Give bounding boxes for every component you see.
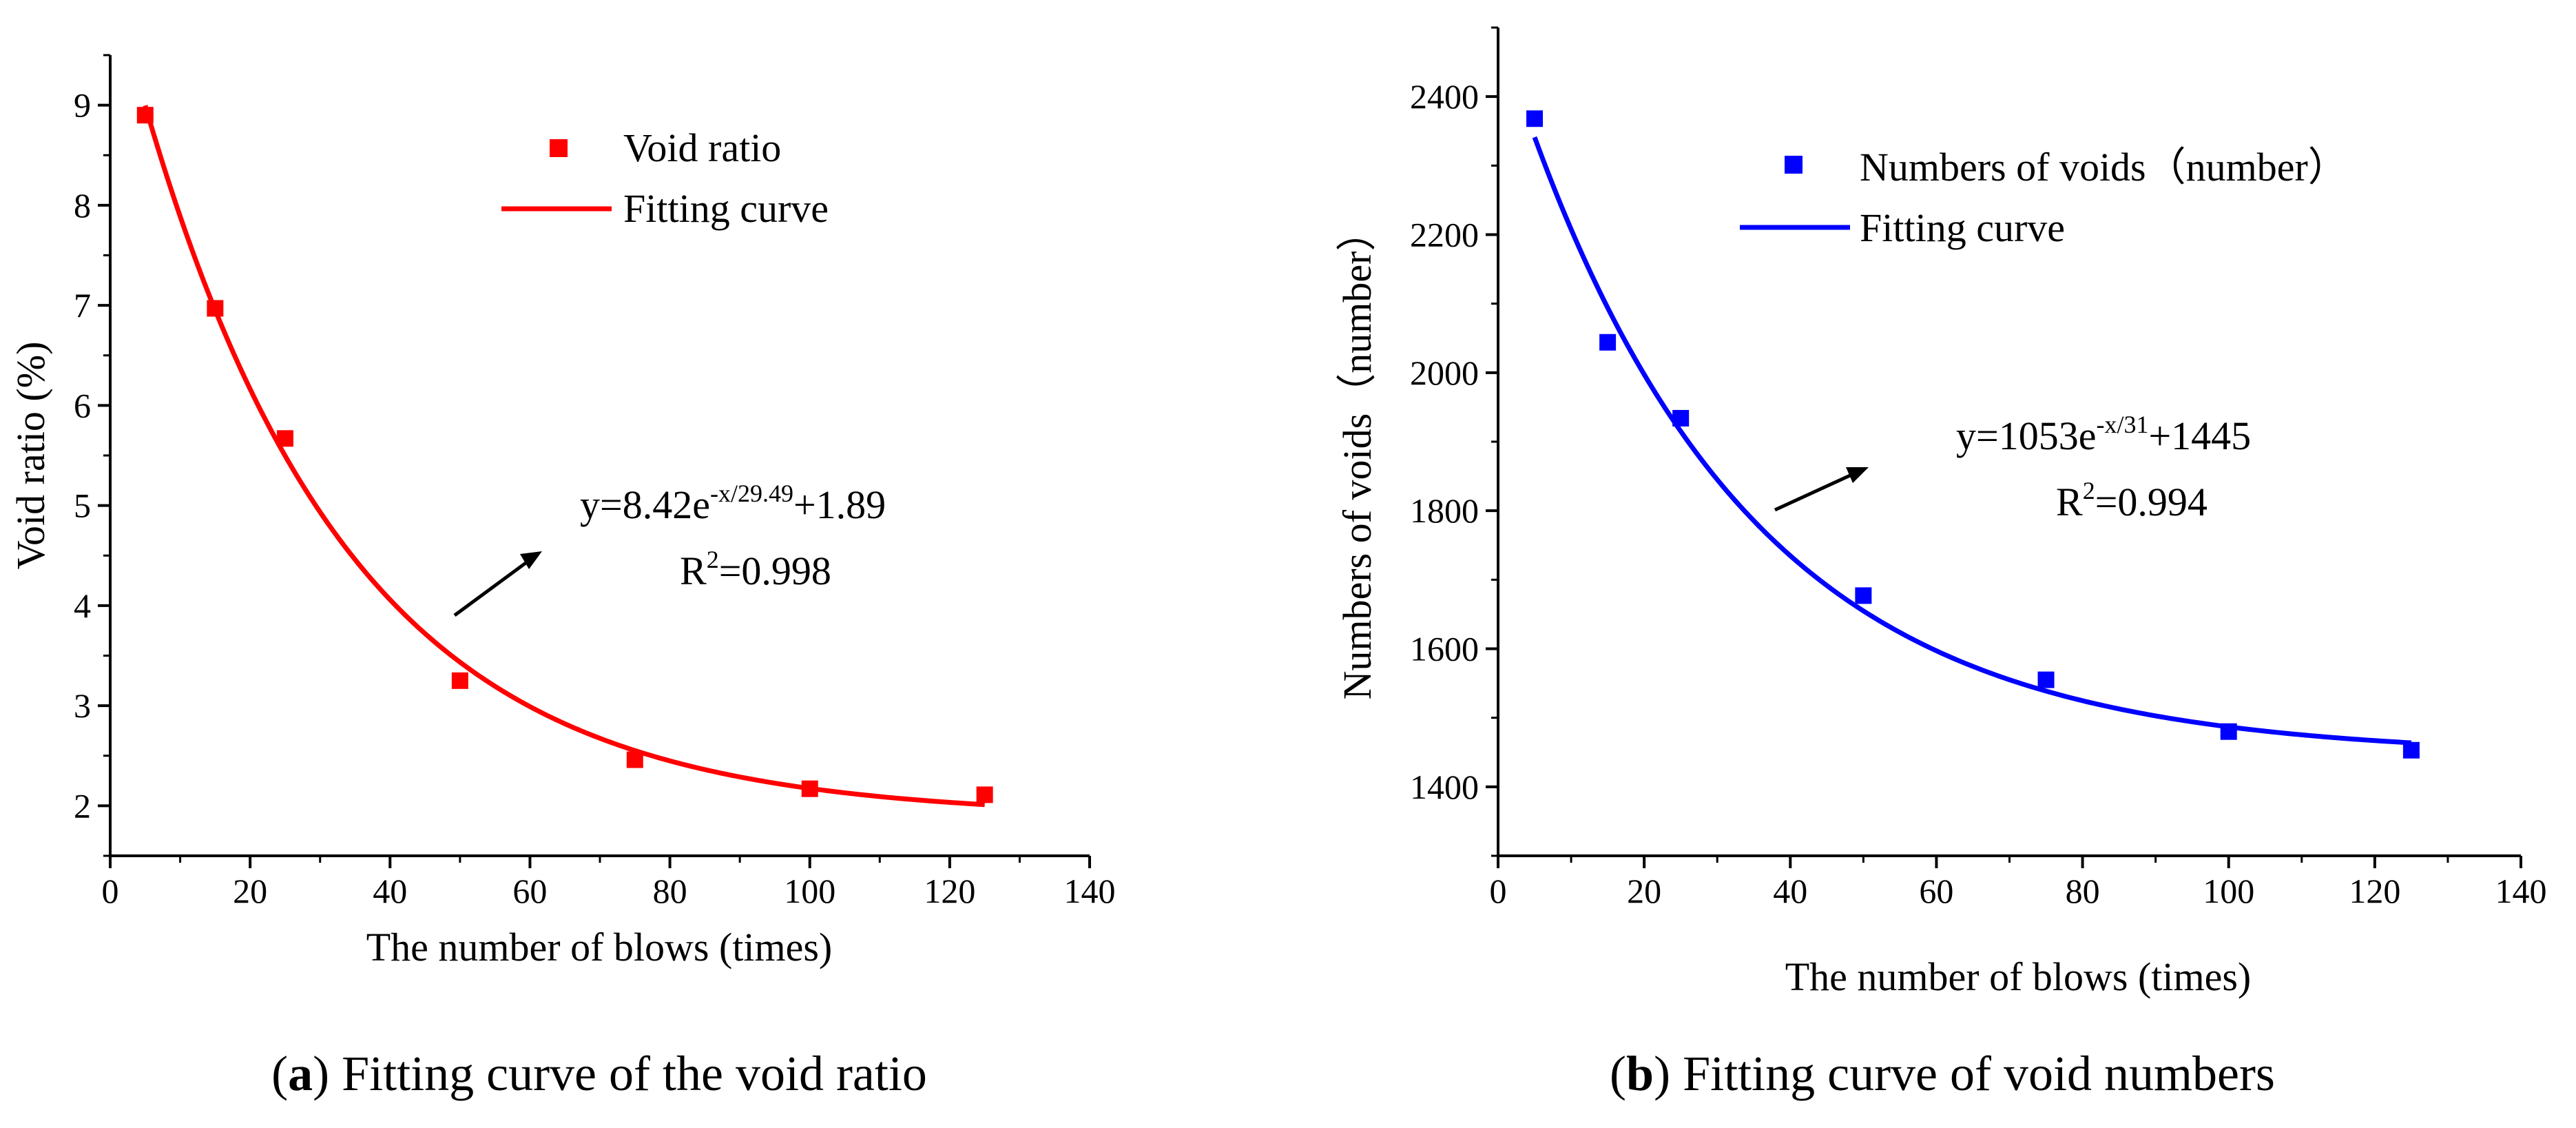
chart-b-data-point bbox=[1599, 334, 1617, 351]
chart-b-y-axis-title: Numbers of voids（number） bbox=[1335, 212, 1380, 700]
chart-b-y-tick-label: 2200 bbox=[1410, 216, 1479, 254]
chart-b-caption: (b) Fitting curve of void numbers bbox=[1610, 1046, 2275, 1101]
chart-b-x-tick-label: 80 bbox=[2066, 872, 2100, 910]
chart-a: 0 20 40 60 80 100 120 140 2 3 4 5 6 7 8 9 Void ratio Fi… bbox=[8, 54, 1116, 1101]
chart-a-y-tick-label: 7 bbox=[74, 286, 91, 325]
chart-b-x-tick-label: 100 bbox=[2203, 872, 2254, 910]
chart-b-x-tick-label: 20 bbox=[1627, 872, 1661, 910]
chart-a-y-tick-label: 8 bbox=[74, 186, 91, 225]
chart-b-equation-exponent: -x/31 bbox=[2096, 411, 2148, 438]
chart-a-r2: R2=0.998 bbox=[680, 546, 831, 593]
chart-b-x-axis-title: The number of blows (times) bbox=[1785, 954, 2252, 999]
chart-a-fit-curve bbox=[143, 105, 985, 808]
chart-b-caption-close: ) bbox=[1654, 1046, 1670, 1101]
chart-a-data-point bbox=[136, 107, 154, 124]
chart-b-equation-tail: +1445 bbox=[2148, 413, 2251, 458]
chart-b-r2: R2=0.994 bbox=[2056, 477, 2208, 524]
chart-a-r2-base: R bbox=[680, 548, 707, 593]
chart-b-caption-open: ( bbox=[1610, 1046, 1626, 1101]
chart-a-equation: y=8.42e-x/29.49+1.89 bbox=[580, 480, 886, 527]
chart-a-caption-open: ( bbox=[271, 1046, 288, 1101]
chart-a-ticks bbox=[98, 54, 1091, 868]
chart-a-y-axis-title: Void ratio (%) bbox=[8, 342, 53, 570]
chart-b-y-tick-label: 1600 bbox=[1410, 630, 1479, 668]
chart-a-caption-letter: a bbox=[288, 1046, 313, 1101]
chart-b-x-tick-label: 140 bbox=[2495, 872, 2547, 910]
chart-b-legend-marker-numbers-of-voids bbox=[1785, 156, 1803, 174]
chart-a-arrow-head bbox=[520, 551, 542, 569]
chart-a-y-tick-label: 5 bbox=[74, 486, 91, 525]
chart-b-equation-base: y=1053e bbox=[1956, 413, 2096, 458]
chart-b-data-point bbox=[1855, 587, 1872, 604]
chart-b-arrow-shaft bbox=[1774, 473, 1851, 512]
chart-b-r2-exponent: 2 bbox=[2083, 477, 2095, 504]
chart-a-caption: (a) Fitting curve of the void ratio bbox=[271, 1046, 927, 1101]
chart-b-x-tick-label: 0 bbox=[1490, 872, 1507, 910]
chart-a-data-point bbox=[451, 672, 468, 689]
chart-b-x-tick-label: 120 bbox=[2349, 872, 2400, 910]
chart-b: 0 20 40 60 80 100 120 140 1400 1600 1800 2000 2200 24… bbox=[1335, 26, 2547, 1101]
chart-a-data-point bbox=[276, 430, 293, 447]
chart-a-r2-tail: =0.998 bbox=[719, 548, 831, 593]
chart-a-y-tick-label: 6 bbox=[74, 386, 91, 424]
chart-a-y-tick-label: 3 bbox=[74, 686, 91, 725]
chart-a-equation-tail: +1.89 bbox=[793, 482, 886, 527]
chart-b-arrow-head bbox=[1846, 467, 1869, 483]
chart-a-points bbox=[136, 107, 993, 803]
chart-a-tick-labels: 0 20 40 60 80 100 120 140 2 3 4 5 6 7 8 9 bbox=[74, 86, 1116, 910]
chart-b-y-tick-label: 1800 bbox=[1410, 491, 1479, 530]
chart-b-data-point bbox=[1672, 409, 1690, 427]
chart-a-caption-close: ) bbox=[313, 1046, 329, 1101]
chart-a-x-tick-label: 140 bbox=[1064, 872, 1116, 910]
chart-b-ticks bbox=[1486, 26, 2522, 868]
chart-b-equation: y=1053e-x/31+1445 bbox=[1956, 411, 2251, 458]
chart-b-data-point bbox=[1526, 110, 1544, 127]
chart-b-legend-label-numbers-of-voids: Numbers of voids（number） bbox=[1860, 145, 2348, 189]
chart-a-x-tick-label: 40 bbox=[373, 872, 407, 910]
chart-b-legend-label-fitting-curve: Fitting curve bbox=[1860, 205, 2065, 250]
chart-a-data-point bbox=[976, 786, 993, 803]
chart-a-legend-label-fitting-curve: Fitting curve bbox=[623, 186, 829, 231]
chart-a-data-point bbox=[207, 300, 224, 317]
chart-b-points bbox=[1526, 110, 2420, 759]
chart-a-x-tick-label: 120 bbox=[924, 872, 975, 910]
chart-a-y-tick-label: 2 bbox=[74, 786, 91, 825]
chart-b-r2-base: R bbox=[2056, 480, 2083, 524]
chart-a-caption-text: Fitting curve of the void ratio bbox=[329, 1046, 927, 1101]
chart-a-r2-exponent: 2 bbox=[707, 546, 719, 573]
chart-a-data-point bbox=[626, 751, 643, 768]
chart-b-data-point bbox=[2220, 723, 2237, 740]
chart-b-data-point bbox=[2037, 671, 2055, 688]
chart-b-r2-tail: =0.994 bbox=[2095, 480, 2208, 524]
chart-a-arrow-shaft bbox=[453, 560, 529, 617]
chart-a-x-tick-label: 80 bbox=[653, 872, 687, 910]
chart-a-equation-exponent: -x/29.49 bbox=[710, 480, 793, 507]
chart-b-x-tick-label: 40 bbox=[1773, 872, 1807, 910]
chart-b-tick-labels: 0 20 40 60 80 100 120 140 1400 1600 1800 2000 2200 24… bbox=[1410, 77, 2547, 910]
chart-a-x-tick-label: 100 bbox=[784, 872, 835, 910]
chart-a-data-point bbox=[801, 780, 818, 797]
chart-b-y-tick-label: 2000 bbox=[1410, 353, 1479, 392]
chart-a-x-axis-title: The number of blows (times) bbox=[366, 925, 833, 970]
chart-a-equation-base: y=8.42e bbox=[580, 482, 710, 527]
chart-a-x-tick-label: 0 bbox=[102, 872, 119, 910]
chart-b-caption-letter: b bbox=[1626, 1046, 1654, 1101]
chart-b-caption-text: Fitting curve of void numbers bbox=[1670, 1046, 2275, 1101]
chart-b-fit-curve bbox=[1532, 136, 2412, 746]
chart-a-y-tick-label: 9 bbox=[74, 86, 91, 125]
chart-b-y-tick-label: 2400 bbox=[1410, 77, 1479, 116]
chart-a-y-tick-label: 4 bbox=[74, 586, 91, 625]
chart-b-x-tick-label: 60 bbox=[1919, 872, 1953, 910]
chart-a-x-tick-label: 60 bbox=[512, 872, 547, 910]
chart-a-legend-marker-void-ratio bbox=[550, 139, 568, 157]
chart-a-x-tick-label: 20 bbox=[233, 872, 267, 910]
chart-a-legend-label-void-ratio: Void ratio bbox=[623, 125, 781, 170]
chart-b-y-tick-label: 1400 bbox=[1410, 768, 1479, 806]
chart-b-data-point bbox=[2402, 741, 2420, 759]
